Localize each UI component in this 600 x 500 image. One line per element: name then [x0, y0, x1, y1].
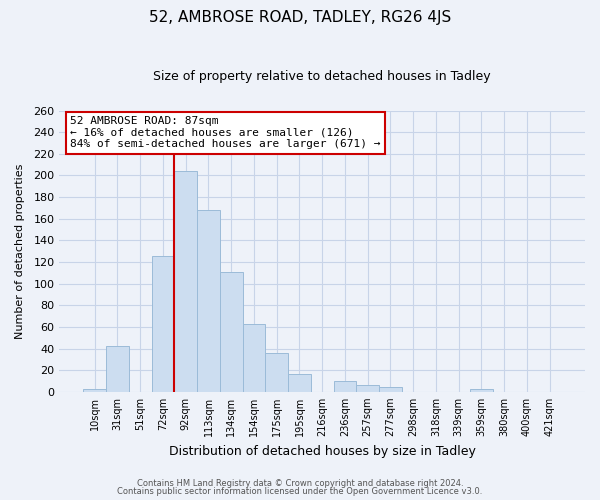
Bar: [197, 210, 220, 392]
Bar: [175, 171, 197, 392]
Text: Contains public sector information licensed under the Open Government Licence v3: Contains public sector information licen…: [118, 487, 482, 496]
Bar: [379, 388, 402, 392]
Bar: [470, 388, 493, 392]
Bar: [265, 353, 288, 392]
Bar: [152, 256, 175, 392]
Bar: [288, 374, 311, 392]
Bar: [220, 272, 242, 392]
Y-axis label: Number of detached properties: Number of detached properties: [15, 164, 25, 339]
X-axis label: Distribution of detached houses by size in Tadley: Distribution of detached houses by size …: [169, 444, 476, 458]
Text: Contains HM Land Registry data © Crown copyright and database right 2024.: Contains HM Land Registry data © Crown c…: [137, 478, 463, 488]
Bar: [356, 386, 379, 392]
Bar: [334, 381, 356, 392]
Bar: [242, 324, 265, 392]
Bar: [83, 388, 106, 392]
Bar: [106, 346, 129, 392]
Text: 52 AMBROSE ROAD: 87sqm
← 16% of detached houses are smaller (126)
84% of semi-de: 52 AMBROSE ROAD: 87sqm ← 16% of detached…: [70, 116, 380, 150]
Text: 52, AMBROSE ROAD, TADLEY, RG26 4JS: 52, AMBROSE ROAD, TADLEY, RG26 4JS: [149, 10, 451, 25]
Title: Size of property relative to detached houses in Tadley: Size of property relative to detached ho…: [154, 70, 491, 83]
